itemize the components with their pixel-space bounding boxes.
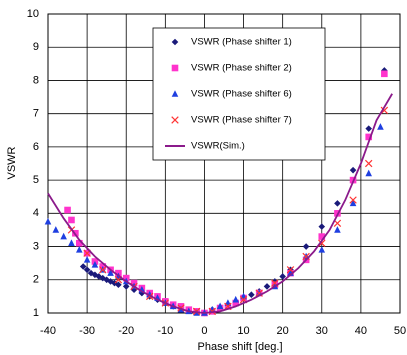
point: [52, 226, 60, 233]
point: [349, 196, 357, 204]
x-tick-label: -10: [157, 325, 173, 337]
y-tick-label: 10: [27, 8, 39, 20]
point: [364, 159, 373, 168]
y-tick-label: 1: [33, 307, 39, 319]
point: [171, 90, 179, 97]
point: [138, 289, 146, 297]
y-tick-label: 7: [33, 108, 39, 120]
point: [318, 233, 326, 240]
x-tick-label: 50: [394, 325, 406, 337]
point: [68, 239, 75, 247]
point: [99, 266, 107, 274]
x-tick-label: -40: [40, 325, 56, 337]
point: [365, 169, 373, 177]
point: [380, 106, 389, 115]
point: [248, 291, 255, 299]
point: [334, 226, 341, 233]
legend: VSWR (Phase shifter 1) VSWR (Phase shifte…: [152, 27, 326, 161]
legend-label: VSWR (Phase shifter 2): [191, 63, 292, 74]
point: [171, 116, 179, 124]
x-tick-label: 0: [201, 325, 207, 337]
point: [44, 217, 52, 225]
point: [75, 239, 83, 247]
y-tick-label: 3: [33, 240, 39, 252]
legend-box: [152, 27, 326, 161]
point: [64, 206, 71, 214]
legend-label: VSWR(Sim.): [191, 141, 245, 152]
point: [60, 232, 67, 240]
point: [318, 246, 326, 253]
y-tick-label: 2: [33, 274, 39, 286]
x-tick-label: -30: [79, 325, 95, 337]
point: [232, 299, 240, 307]
point: [103, 276, 110, 284]
point: [318, 223, 326, 230]
point: [302, 243, 310, 250]
point: [68, 216, 75, 224]
y-tick-label: 6: [33, 141, 39, 153]
point: [349, 199, 357, 207]
point: [334, 200, 341, 207]
sim-line: [47, 93, 393, 314]
point: [263, 283, 271, 290]
point: [122, 283, 130, 290]
y-tick-label: 8: [33, 74, 39, 86]
y-axis-label: VSWR: [6, 146, 18, 179]
point: [91, 261, 99, 268]
point: [83, 256, 91, 263]
legend-label: VSWR (Phase shifter 6): [191, 89, 292, 100]
point: [279, 273, 286, 280]
x-tick-label: 10: [237, 325, 249, 337]
x-tick-label: 30: [316, 325, 328, 337]
point: [83, 266, 91, 274]
legend-label: VSWR (Phase shifter 7): [191, 115, 292, 126]
point: [91, 271, 99, 279]
y-tick-label: 9: [33, 41, 39, 53]
point: [377, 123, 384, 130]
point: [107, 269, 114, 276]
legend-label: VSWR (Phase shifter 1): [191, 37, 292, 48]
y-tick-label: 4: [33, 207, 39, 219]
point: [79, 263, 87, 270]
point: [318, 239, 326, 247]
x-tick-label: 40: [355, 325, 367, 337]
x-tick-label: 20: [277, 325, 289, 337]
x-axis-label: Phase shift [deg.]: [198, 341, 283, 353]
point: [115, 281, 122, 289]
point: [365, 133, 373, 141]
point: [381, 70, 388, 78]
point: [232, 295, 240, 303]
point: [349, 166, 357, 174]
point: [130, 286, 138, 294]
point: [171, 38, 179, 46]
point: [171, 64, 179, 72]
point: [216, 302, 224, 310]
point: [208, 305, 216, 313]
point: [75, 246, 83, 253]
plot-border: [47, 13, 401, 314]
point: [365, 125, 373, 132]
x-tick-label: -20: [118, 325, 134, 337]
y-tick-label: 5: [33, 174, 39, 186]
